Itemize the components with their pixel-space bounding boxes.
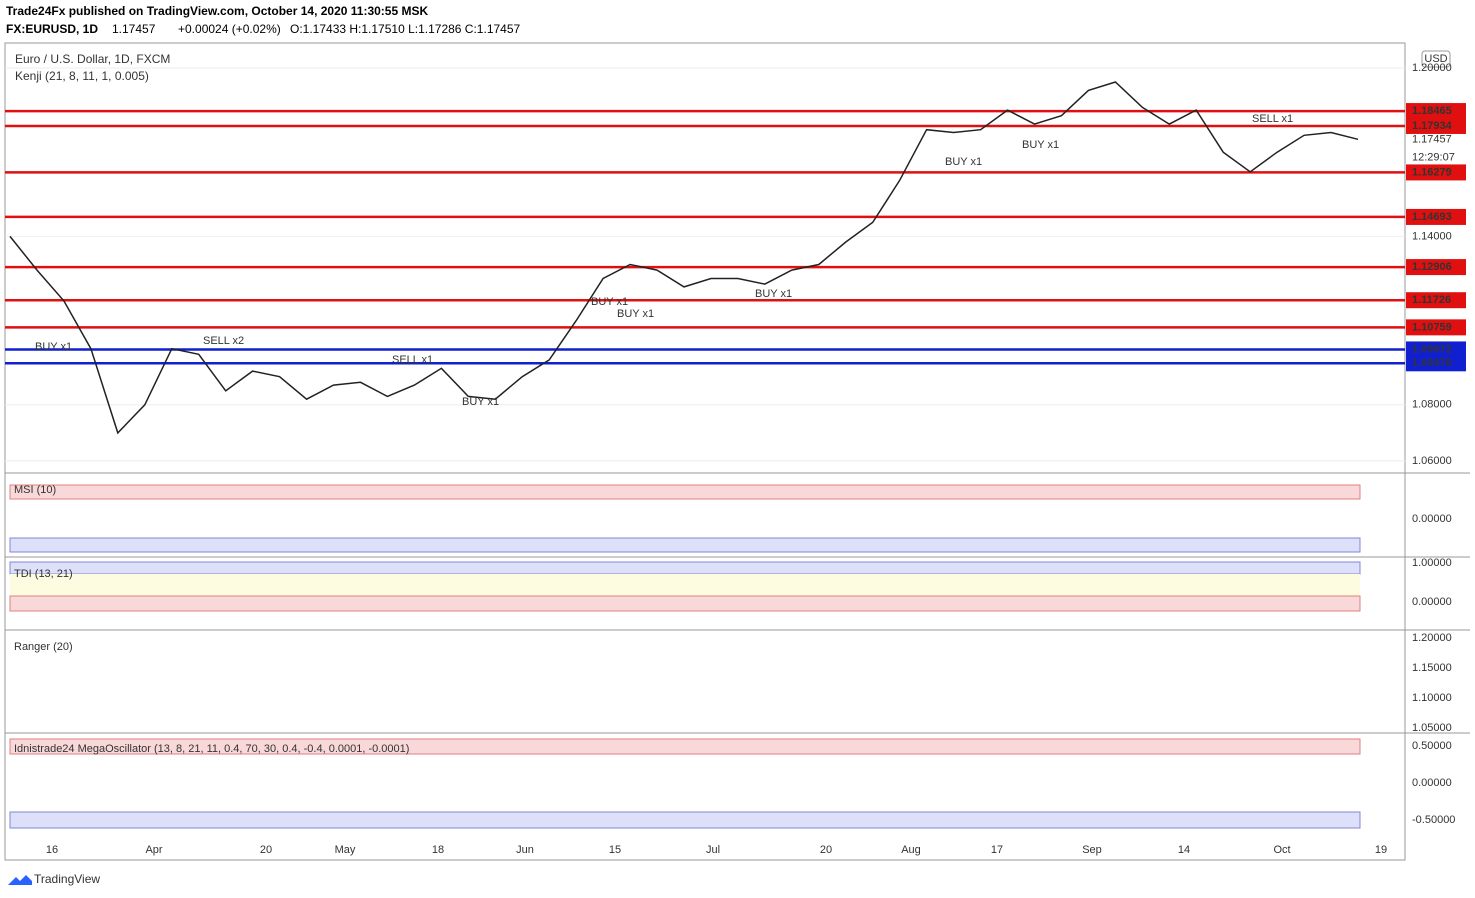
y-tick-label: 1.20000 bbox=[1412, 62, 1452, 74]
x-label: 14 bbox=[1178, 844, 1190, 856]
level-tag bbox=[1406, 259, 1466, 276]
currency: USD bbox=[1424, 53, 1447, 65]
level-tag bbox=[1406, 103, 1466, 120]
x-label: 15 bbox=[609, 844, 621, 856]
level-tag bbox=[1406, 117, 1466, 134]
y-tick-label: 1.14000 bbox=[1412, 230, 1452, 242]
last-price: 1.17457 bbox=[1412, 133, 1452, 145]
currency-box bbox=[1421, 50, 1451, 68]
band bbox=[9, 738, 1361, 755]
y-tick-label: 1.08000 bbox=[1412, 399, 1452, 411]
panel-tick: -0.50000 bbox=[1412, 814, 1455, 826]
band bbox=[9, 595, 1361, 612]
level-tag bbox=[1406, 341, 1466, 358]
level-label: 1.09972 bbox=[1412, 343, 1452, 355]
panel-title: TDI (13, 21) bbox=[14, 568, 73, 580]
chart-frame bbox=[4, 42, 1406, 861]
signal-label: SELL x1 bbox=[392, 354, 433, 366]
x-label: Jul bbox=[706, 844, 720, 856]
level-tag bbox=[1406, 292, 1466, 309]
panel-tick: 0.00000 bbox=[1412, 513, 1452, 525]
level-tag bbox=[1406, 355, 1466, 372]
band bbox=[9, 484, 1361, 500]
x-label: Oct bbox=[1273, 844, 1290, 856]
x-label: 17 bbox=[991, 844, 1003, 856]
footer: TradingView bbox=[34, 872, 100, 886]
panel-tick: 1.05000 bbox=[1412, 722, 1452, 734]
x-label: 20 bbox=[260, 844, 272, 856]
x-label: 18 bbox=[432, 844, 444, 856]
x-label: Sep bbox=[1082, 844, 1102, 856]
level-label: 1.12906 bbox=[1412, 261, 1452, 273]
level-tag bbox=[1406, 208, 1466, 225]
signal-label: BUY x1 bbox=[462, 396, 499, 408]
band bbox=[9, 537, 1361, 553]
ohlc: O:1.17433 H:1.17510 L:1.17286 C:1.17457 bbox=[290, 22, 521, 36]
level-tag bbox=[1406, 319, 1466, 336]
level-label: 1.18465 bbox=[1412, 105, 1452, 117]
panel-tick: 1.10000 bbox=[1412, 692, 1452, 704]
panel-title: Idnistrade24 MegaOscillator (13, 8, 21, … bbox=[14, 743, 409, 755]
x-label: Aug bbox=[901, 844, 921, 856]
signal-label: BUY x1 bbox=[617, 308, 654, 320]
panel-tick: 1.00000 bbox=[1412, 557, 1452, 569]
x-label: 20 bbox=[820, 844, 832, 856]
level-label: 1.10759 bbox=[1412, 321, 1452, 333]
signal-label: BUY x1 bbox=[755, 288, 792, 300]
signal-label: SELL x1 bbox=[1252, 113, 1293, 125]
panel-tick: 0.00000 bbox=[1412, 596, 1452, 608]
symbol: FX:EURUSD, 1D bbox=[6, 22, 98, 36]
signal-label: BUY x1 bbox=[945, 156, 982, 168]
x-label: 19 bbox=[1375, 844, 1387, 856]
band bbox=[10, 574, 1360, 596]
change: +0.00024 (+0.02%) bbox=[178, 22, 281, 36]
last: 1.17457 bbox=[112, 22, 156, 36]
panel-tick: 0.50000 bbox=[1412, 740, 1452, 752]
x-label: 16 bbox=[46, 844, 58, 856]
publisher: Trade24Fx published on TradingView.com, … bbox=[6, 4, 428, 18]
x-label: May bbox=[335, 844, 356, 856]
main-title: Euro / U.S. Dollar, 1D, FXCM bbox=[15, 52, 170, 66]
panel-tick: 1.15000 bbox=[1412, 662, 1452, 674]
level-label: 1.16279 bbox=[1412, 166, 1452, 178]
signal-label: BUY x1 bbox=[1022, 139, 1059, 151]
level-label: 1.11726 bbox=[1412, 294, 1451, 306]
x-label: Apr bbox=[145, 844, 162, 856]
band bbox=[9, 811, 1361, 829]
panel-title: MSI (10) bbox=[14, 484, 56, 496]
level-label: 1.17934 bbox=[1412, 120, 1453, 132]
price-line bbox=[9, 81, 1359, 435]
level-label: 1.14693 bbox=[1412, 211, 1452, 223]
logo bbox=[8, 875, 32, 885]
band bbox=[9, 561, 1361, 575]
signal-label: BUY x1 bbox=[35, 341, 72, 353]
x-label: Jun bbox=[516, 844, 534, 856]
level-label: 1.09478 bbox=[1412, 357, 1452, 369]
panel-tick: 0.00000 bbox=[1412, 777, 1452, 789]
panel-title: Ranger (20) bbox=[14, 641, 73, 653]
panel-tick: 1.20000 bbox=[1412, 632, 1452, 644]
indicator: Kenji (21, 8, 11, 1, 0.005) bbox=[15, 69, 149, 83]
signal-label: BUY x1 bbox=[591, 296, 628, 308]
signal-label: SELL x2 bbox=[203, 335, 244, 347]
y-tick-label: 1.06000 bbox=[1412, 455, 1452, 467]
countdown: 12:29:07 bbox=[1412, 151, 1455, 163]
level-tag bbox=[1406, 164, 1466, 181]
